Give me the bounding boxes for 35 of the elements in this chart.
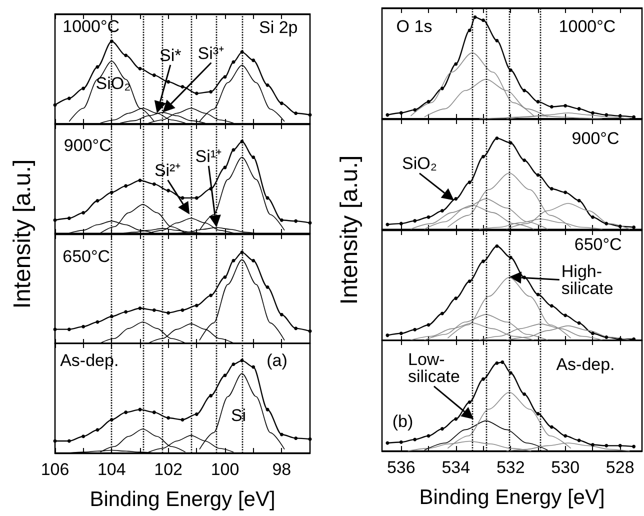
annotation: 900°C bbox=[572, 128, 620, 148]
annotation: High- silicate bbox=[561, 262, 614, 298]
x-axis-title: Binding Energy [eV] bbox=[90, 488, 276, 512]
annotation: (a) bbox=[266, 351, 288, 370]
annotation: (b) bbox=[392, 412, 414, 432]
annotation: As-dep. bbox=[556, 354, 615, 374]
y-axis-title: Intensity [a.u.] bbox=[336, 154, 364, 304]
annotation: Low- silicate bbox=[408, 350, 460, 386]
annotation: 1000°C bbox=[558, 16, 616, 36]
x-tick-label: 530 bbox=[551, 458, 580, 478]
annotation: Si¹⁺ bbox=[195, 146, 222, 166]
annotation: SiO₂ bbox=[96, 74, 131, 94]
x-tick-label: 536 bbox=[386, 458, 416, 478]
annotation: 650°C bbox=[62, 246, 110, 266]
x-axis-title: Binding Energy [eV] bbox=[419, 486, 605, 510]
annotation: Si* bbox=[160, 46, 182, 65]
x-tick-label: 532 bbox=[496, 458, 525, 478]
x-tick-label: 100 bbox=[210, 460, 240, 480]
annotation: Si²⁺ bbox=[154, 161, 182, 180]
annotation: 650°C bbox=[574, 235, 622, 254]
annotation: Si³⁺ bbox=[198, 44, 225, 63]
x-tick-label: 104 bbox=[97, 460, 126, 480]
annotation: O 1s bbox=[396, 16, 432, 36]
x-tick-label: 534 bbox=[442, 458, 470, 478]
annotation: 900°C bbox=[64, 136, 112, 155]
annotation: SiO₂ bbox=[402, 154, 437, 174]
text: 1000°C bbox=[62, 17, 120, 36]
x-tick-label: 106 bbox=[40, 460, 70, 480]
annotation: As-dep. bbox=[60, 351, 119, 370]
x-tick-label: 102 bbox=[154, 460, 183, 480]
x-tick-label: 98 bbox=[272, 460, 292, 480]
x-tick-label: 528 bbox=[606, 458, 634, 478]
text: Si 2p bbox=[259, 18, 298, 38]
annotation: Si bbox=[230, 406, 246, 425]
y-axis-title: Intensity [a.u.] bbox=[9, 158, 37, 308]
